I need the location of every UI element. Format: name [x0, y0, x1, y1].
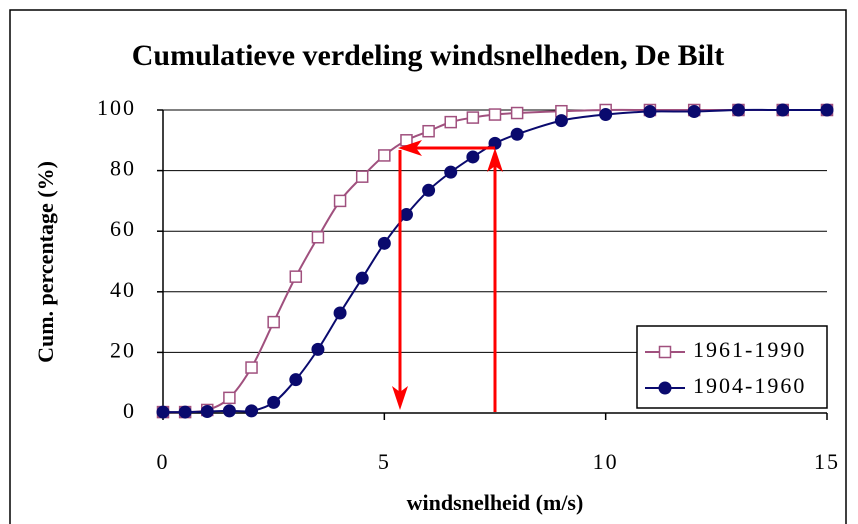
x-axis-label: windsnelheid (m/s): [407, 490, 584, 515]
marker: [245, 361, 258, 374]
marker: [399, 208, 413, 222]
arrow-head: [398, 140, 422, 156]
y-tick-label: 60: [110, 216, 136, 241]
marker: [488, 108, 502, 121]
marker: [422, 183, 436, 197]
marker: [643, 105, 657, 119]
marker: [222, 404, 236, 418]
annotation-arrows: [392, 140, 503, 412]
marker: [820, 103, 834, 117]
marker: [245, 404, 259, 418]
marker: [311, 342, 325, 356]
legend-label: 1904-1960: [693, 373, 806, 398]
marker: [355, 170, 369, 183]
marker: [731, 103, 745, 117]
marker: [554, 114, 568, 128]
marker: [333, 194, 347, 208]
marker: [466, 150, 480, 164]
y-tick-label: 80: [110, 156, 136, 181]
y-tick-label: 40: [110, 277, 136, 302]
marker: [156, 405, 170, 419]
marker: [355, 271, 369, 285]
marker: [510, 106, 524, 120]
marker: [687, 105, 701, 119]
marker: [333, 306, 347, 320]
y-axis-label: Cum. percentage (%): [33, 161, 58, 363]
marker: [599, 108, 613, 122]
marker: [510, 127, 524, 141]
arrow-head: [392, 386, 408, 410]
marker: [466, 111, 480, 124]
marker: [422, 124, 435, 138]
y-tick-label: 20: [110, 337, 136, 362]
marker: [289, 373, 303, 387]
marker: [658, 381, 672, 395]
chart-title: Cumulatieve verdeling windsnelheden, De …: [132, 39, 725, 72]
legend: 1961-1990 1904-1960: [636, 325, 828, 409]
x-tick-label: 5: [378, 449, 391, 474]
marker: [444, 115, 457, 129]
marker: [776, 103, 790, 117]
legend-label: 1961-1990: [693, 337, 806, 362]
marker: [377, 236, 391, 250]
marker: [267, 315, 280, 329]
x-tick-label: 0: [157, 449, 170, 474]
legend-box: [636, 325, 828, 409]
marker: [658, 345, 672, 359]
plot: [156, 103, 834, 419]
y-tick-label: 0: [123, 398, 136, 423]
marker: [311, 231, 325, 244]
marker: [267, 395, 281, 409]
x-tick-label: 10: [593, 449, 619, 474]
x-tick-label: 15: [814, 449, 840, 474]
marker: [178, 405, 192, 419]
marker: [378, 149, 391, 162]
marker: [200, 404, 214, 418]
marker: [444, 165, 458, 179]
chart-frame: [9, 9, 847, 524]
marker: [223, 391, 236, 405]
y-tick-label: 100: [97, 95, 136, 120]
arrow-head: [487, 148, 503, 172]
marker: [289, 270, 303, 283]
